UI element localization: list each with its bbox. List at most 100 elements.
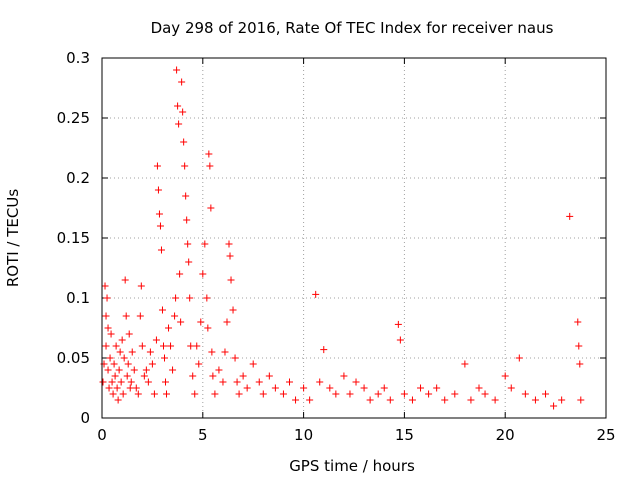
data-point: [120, 354, 128, 362]
data-point: [332, 390, 340, 398]
data-point: [153, 162, 161, 170]
data-point: [374, 390, 382, 398]
data-point: [130, 366, 138, 374]
data-point: [576, 360, 584, 368]
data-point: [132, 384, 140, 392]
data-point: [380, 384, 388, 392]
data-point: [223, 318, 231, 326]
data-point: [243, 384, 251, 392]
data-point: [491, 396, 499, 404]
data-point: [126, 384, 134, 392]
data-point: [312, 290, 320, 298]
y-tick-label: 0.15: [57, 229, 90, 247]
y-axis-label: ROTI / TECUs: [4, 189, 22, 287]
data-point: [171, 312, 179, 320]
data-point: [501, 372, 509, 380]
data-point: [172, 294, 180, 302]
data-point: [215, 366, 223, 374]
data-point: [121, 276, 129, 284]
data-point: [451, 390, 459, 398]
data-point: [182, 192, 190, 200]
data-point: [156, 222, 164, 230]
x-tick-label: 15: [395, 426, 414, 444]
data-point: [521, 390, 529, 398]
data-point: [146, 348, 154, 356]
data-point: [158, 306, 166, 314]
data-point: [175, 120, 183, 128]
data-point: [226, 252, 234, 260]
data-point: [184, 240, 192, 248]
data-point: [249, 360, 257, 368]
data-point: [105, 384, 113, 392]
data-point: [195, 360, 203, 368]
data-point: [316, 378, 324, 386]
data-point: [225, 240, 233, 248]
data-point: [165, 324, 173, 332]
data-point: [577, 396, 585, 404]
data-point: [142, 366, 150, 374]
data-point: [177, 318, 185, 326]
data-point: [163, 390, 171, 398]
data-point: [122, 312, 130, 320]
data-point: [265, 372, 273, 380]
data-point: [103, 294, 111, 302]
data-point: [155, 210, 163, 218]
data-point: [507, 384, 515, 392]
y-tick-label: 0.05: [57, 349, 90, 367]
data-point: [239, 372, 247, 380]
data-point: [144, 378, 152, 386]
data-point: [400, 390, 408, 398]
data-point: [366, 396, 374, 404]
data-point: [193, 342, 201, 350]
data-point: [558, 396, 566, 404]
data-point: [108, 378, 116, 386]
data-point: [197, 318, 205, 326]
y-tick-label: 0.3: [66, 49, 90, 67]
data-point: [183, 216, 191, 224]
data-point: [180, 138, 188, 146]
data-point: [124, 360, 132, 368]
data-point: [461, 360, 469, 368]
data-point: [515, 354, 523, 362]
data-point: [394, 320, 402, 328]
x-tick-label: 5: [198, 426, 208, 444]
y-tick-label: 0: [80, 409, 90, 427]
chart-title: Day 298 of 2016, Rate Of TEC Index for r…: [151, 19, 554, 37]
data-point: [160, 354, 168, 362]
data-point: [99, 378, 107, 386]
data-point: [157, 246, 165, 254]
data-point: [154, 186, 162, 194]
x-axis-label: GPS time / hours: [289, 457, 415, 475]
data-point: [104, 324, 112, 332]
data-point: [204, 324, 212, 332]
data-point: [221, 348, 229, 356]
data-point: [207, 204, 215, 212]
data-point: [566, 212, 574, 220]
data-point: [189, 372, 197, 380]
data-point: [110, 360, 118, 368]
data-point: [152, 336, 160, 344]
x-tick-label: 25: [596, 426, 615, 444]
data-point: [300, 384, 308, 392]
data-point: [386, 396, 394, 404]
data-point: [467, 396, 475, 404]
data-point: [176, 270, 184, 278]
data-point: [352, 378, 360, 386]
data-point: [187, 342, 195, 350]
data-point: [109, 390, 117, 398]
data-point: [211, 390, 219, 398]
data-point: [326, 384, 334, 392]
data-point: [408, 396, 416, 404]
data-point: [123, 372, 131, 380]
data-point: [127, 378, 135, 386]
data-point: [279, 390, 287, 398]
data-point: [162, 378, 170, 386]
data-point: [115, 366, 123, 374]
data-point: [112, 342, 120, 350]
plot-frame: [101, 57, 607, 419]
data-point: [137, 282, 145, 290]
y-tick-label: 0.2: [66, 169, 90, 187]
data-point: [227, 276, 235, 284]
data-point: [114, 396, 122, 404]
data-point: [107, 330, 115, 338]
